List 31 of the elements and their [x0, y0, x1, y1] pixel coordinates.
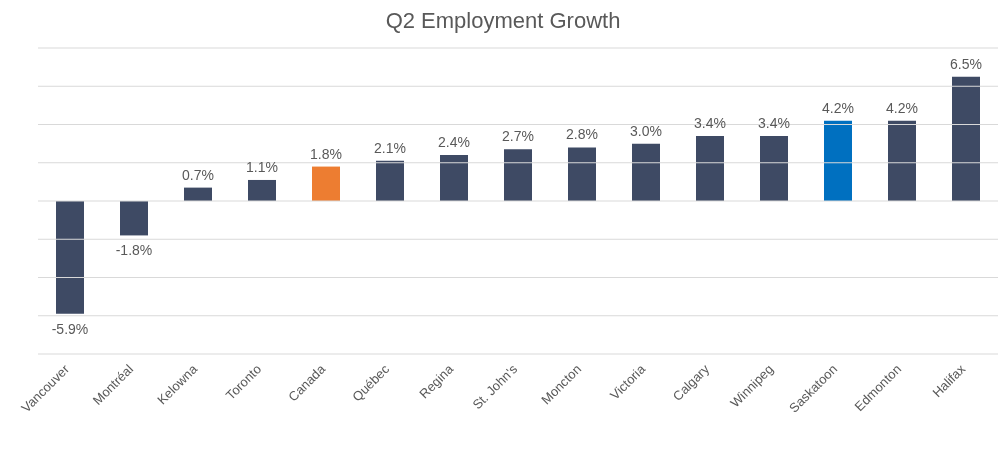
data-label: 2.1%: [374, 139, 406, 156]
chart-title: Q2 Employment Growth: [384, 8, 622, 34]
bar: [952, 76, 980, 201]
bar: [56, 201, 84, 314]
bar: [760, 135, 788, 201]
data-label: 2.4%: [438, 134, 470, 151]
bar: [248, 179, 276, 201]
data-label: 1.8%: [310, 145, 342, 162]
bar: [504, 149, 532, 201]
data-label: 2.7%: [502, 128, 534, 145]
data-label: 3.4%: [758, 114, 790, 131]
bar: [824, 120, 852, 201]
bar: [568, 147, 596, 201]
bar: [376, 160, 404, 201]
bar: [440, 155, 468, 201]
data-label: -1.8%: [115, 242, 153, 259]
data-label: 3.0%: [630, 122, 662, 139]
data-label: 6.5%: [950, 55, 982, 72]
data-label: -5.9%: [51, 320, 89, 337]
data-label: 1.1%: [246, 158, 278, 175]
data-label: 4.2%: [822, 99, 854, 116]
data-label: 0.7%: [182, 166, 214, 183]
data-label: 3.4%: [694, 114, 726, 131]
bar: [632, 143, 660, 201]
bar: [888, 120, 916, 201]
data-label: 4.2%: [886, 99, 918, 116]
bar: [312, 166, 340, 201]
data-label: 2.8%: [566, 126, 598, 143]
bar: [120, 201, 148, 236]
bar: [184, 187, 212, 201]
bar: [696, 135, 724, 201]
